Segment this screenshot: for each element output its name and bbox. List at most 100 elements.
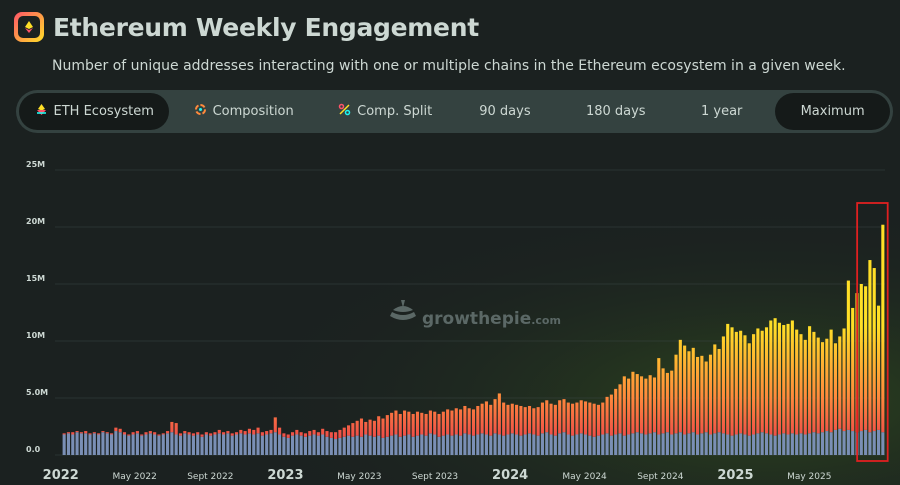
bar-single-chain[interactable] <box>743 434 747 455</box>
bar-multi-chain[interactable] <box>385 415 389 437</box>
bar-multi-chain[interactable] <box>196 432 200 435</box>
bar-multi-chain[interactable] <box>812 331 816 433</box>
bar-multi-chain[interactable] <box>795 329 799 435</box>
bar-single-chain[interactable] <box>627 434 631 455</box>
bar-single-chain[interactable] <box>519 435 523 455</box>
bar-single-chain[interactable] <box>140 435 144 455</box>
bar-single-chain[interactable] <box>652 432 657 455</box>
bar-multi-chain[interactable] <box>114 427 118 432</box>
bar-single-chain[interactable] <box>118 432 122 455</box>
bar-multi-chain[interactable] <box>415 411 420 436</box>
bar-multi-chain[interactable] <box>876 305 881 430</box>
bar-multi-chain[interactable] <box>282 433 286 437</box>
bar-single-chain[interactable] <box>92 433 96 455</box>
bar-multi-chain[interactable] <box>338 429 342 438</box>
bar-single-chain[interactable] <box>605 433 609 455</box>
bar-multi-chain[interactable] <box>161 433 165 435</box>
bar-single-chain[interactable] <box>321 434 325 455</box>
bar-single-chain[interactable] <box>338 437 342 455</box>
bar-single-chain[interactable] <box>247 433 251 455</box>
bar-multi-chain[interactable] <box>200 434 204 437</box>
bar-single-chain[interactable] <box>204 434 208 455</box>
bar-multi-chain[interactable] <box>764 327 769 434</box>
bar-single-chain[interactable] <box>364 434 368 455</box>
bar-single-chain[interactable] <box>523 434 527 455</box>
bar-multi-chain[interactable] <box>394 410 398 435</box>
bar-multi-chain[interactable] <box>84 431 88 434</box>
bar-single-chain[interactable] <box>864 429 868 455</box>
bar-single-chain[interactable] <box>446 434 450 455</box>
bar-single-chain[interactable] <box>592 436 596 455</box>
bar-multi-chain[interactable] <box>523 407 527 435</box>
bar-multi-chain[interactable] <box>346 425 351 436</box>
bar-single-chain[interactable] <box>381 437 385 455</box>
bar-multi-chain[interactable] <box>726 323 730 435</box>
bar-multi-chain[interactable] <box>157 434 161 436</box>
bar-single-chain[interactable] <box>471 435 476 455</box>
bar-multi-chain[interactable] <box>131 432 135 435</box>
bar-single-chain[interactable] <box>708 434 713 455</box>
bar-single-chain[interactable] <box>614 434 618 455</box>
bar-multi-chain[interactable] <box>627 378 631 435</box>
bar-single-chain[interactable] <box>583 434 588 455</box>
bar-single-chain[interactable] <box>329 437 333 455</box>
bar-single-chain[interactable] <box>359 436 364 455</box>
bar-multi-chain[interactable] <box>398 413 402 437</box>
bar-single-chain[interactable] <box>734 434 738 455</box>
bar-single-chain[interactable] <box>558 433 562 455</box>
bar-multi-chain[interactable] <box>510 403 514 434</box>
bar-single-chain[interactable] <box>549 434 553 455</box>
bar-single-chain[interactable] <box>144 434 148 455</box>
bar-multi-chain[interactable] <box>209 433 213 436</box>
bar-single-chain[interactable] <box>420 434 424 455</box>
bar-multi-chain[interactable] <box>187 432 191 435</box>
bar-single-chain[interactable] <box>609 435 613 455</box>
bar-multi-chain[interactable] <box>571 403 575 436</box>
bar-multi-chain[interactable] <box>825 338 829 432</box>
bar-multi-chain[interactable] <box>540 402 544 434</box>
bar-multi-chain[interactable] <box>777 322 781 435</box>
bar-single-chain[interactable] <box>346 435 351 455</box>
bar-single-chain[interactable] <box>424 435 428 455</box>
bar-multi-chain[interactable] <box>191 433 195 436</box>
bar-multi-chain[interactable] <box>579 400 583 434</box>
bar-single-chain[interactable] <box>553 435 557 455</box>
bar-multi-chain[interactable] <box>424 413 428 436</box>
bar-single-chain[interactable] <box>730 435 734 455</box>
bar-multi-chain[interactable] <box>325 431 329 437</box>
bar-single-chain[interactable] <box>166 433 170 455</box>
bar-multi-chain[interactable] <box>390 412 394 436</box>
bar-multi-chain[interactable] <box>721 336 725 434</box>
bar-multi-chain[interactable] <box>833 343 837 430</box>
bar-single-chain[interactable] <box>290 435 295 455</box>
bar-multi-chain[interactable] <box>864 286 868 430</box>
bar-single-chain[interactable] <box>101 432 105 455</box>
bar-single-chain[interactable] <box>799 433 803 455</box>
bar-single-chain[interactable] <box>415 435 420 455</box>
bar-single-chain[interactable] <box>342 436 346 455</box>
bar-single-chain[interactable] <box>110 434 114 455</box>
bar-multi-chain[interactable] <box>286 434 290 438</box>
bar-single-chain[interactable] <box>459 435 463 455</box>
bar-single-chain[interactable] <box>816 433 820 455</box>
bar-single-chain[interactable] <box>170 432 174 455</box>
bar-single-chain[interactable] <box>196 434 200 455</box>
bar-multi-chain[interactable] <box>527 405 532 434</box>
bar-single-chain[interactable] <box>571 435 575 455</box>
bar-multi-chain[interactable] <box>532 408 536 435</box>
bar-multi-chain[interactable] <box>588 402 592 436</box>
bar-multi-chain[interactable] <box>273 417 277 433</box>
bar-multi-chain[interactable] <box>829 329 833 433</box>
bar-single-chain[interactable] <box>390 435 394 455</box>
bar-single-chain[interactable] <box>88 434 92 455</box>
bar-multi-chain[interactable] <box>174 423 178 435</box>
bar-single-chain[interactable] <box>282 436 286 455</box>
bar-multi-chain[interactable] <box>252 429 256 435</box>
bar-single-chain[interactable] <box>540 433 544 455</box>
bar-single-chain[interactable] <box>704 432 708 455</box>
bar-single-chain[interactable] <box>299 435 303 455</box>
bar-single-chain[interactable] <box>678 432 682 455</box>
bar-single-chain[interactable] <box>786 434 790 455</box>
bar-multi-chain[interactable] <box>696 356 700 435</box>
bar-single-chain[interactable] <box>859 431 863 455</box>
